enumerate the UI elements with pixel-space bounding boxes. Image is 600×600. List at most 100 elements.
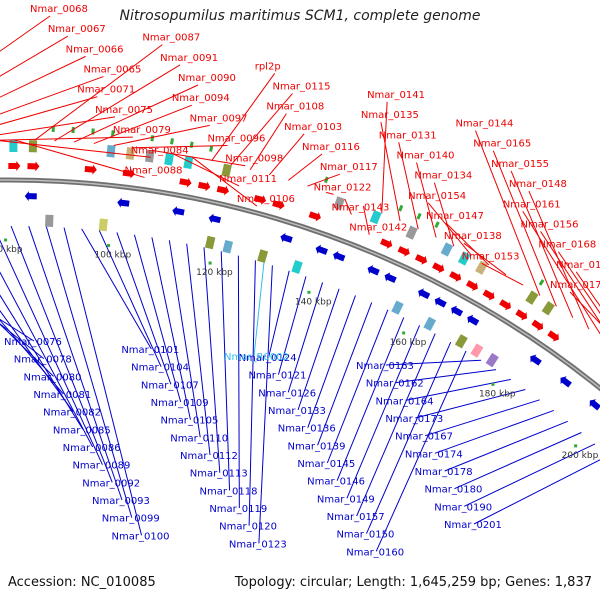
genome-stats-text: Topology: circular; Length: 1,645,259 bp… xyxy=(234,575,592,590)
gene-leader-line xyxy=(237,255,240,509)
gene-label: Nmar_0103 xyxy=(284,122,342,133)
function-block xyxy=(257,249,269,264)
function-block xyxy=(9,139,18,153)
reverse-gene-arrow xyxy=(208,213,222,224)
gene-leader-line xyxy=(10,225,113,483)
gene-label: Nmar_0116 xyxy=(302,142,360,153)
reverse-gene-arrow xyxy=(467,314,480,326)
gene-leader-line xyxy=(444,420,568,472)
gene-label: Nmar_0155 xyxy=(491,159,549,170)
gene-leader-line xyxy=(464,443,596,507)
reverse-gene-arrow xyxy=(560,376,572,388)
gene-leader-line xyxy=(307,173,340,187)
gene-label: Nmar_0081 xyxy=(33,390,91,401)
gene-leader-line xyxy=(113,124,210,146)
gene-leader-line xyxy=(172,153,240,187)
gene-leader-line xyxy=(336,317,405,481)
gene-leader-line xyxy=(0,55,86,98)
gene-leader-line xyxy=(133,234,182,403)
forward-gene-arrow xyxy=(449,271,462,282)
function-block xyxy=(98,218,108,232)
reverse-gene-arrow xyxy=(418,288,431,300)
gene-label: Nmar_0136 xyxy=(278,424,336,435)
gene-label: Nmar_0099 xyxy=(102,514,160,525)
reverse-gene-arrow xyxy=(24,191,37,202)
tick-marker xyxy=(208,261,212,265)
gene-label: rpl2p xyxy=(255,61,281,72)
gene-label: Nmar_0147 xyxy=(426,211,484,222)
gene-label: Nmar_0167 xyxy=(395,432,453,443)
gene-label: Nmar_0172 xyxy=(550,280,600,291)
gene-label: Nmar_0141 xyxy=(367,90,425,101)
gene-label: Nmar_0085 xyxy=(53,425,111,436)
gene-label: Nmar_0104 xyxy=(131,363,189,374)
gene-leader-line xyxy=(133,145,228,149)
gene-leader-line xyxy=(481,262,524,286)
gene-label: Nmar_0096 xyxy=(207,134,265,145)
gene-leader-line xyxy=(463,242,507,276)
gene-leader-line xyxy=(557,251,600,314)
forward-gene-arrow xyxy=(27,161,40,172)
gene-leader-line xyxy=(220,251,231,491)
function-block xyxy=(369,210,382,225)
gene-leader-line xyxy=(297,288,340,411)
gene-leader-line xyxy=(0,96,98,125)
gene-leader-line xyxy=(575,271,600,307)
gene-leader-line xyxy=(0,323,54,377)
gene-leader-line xyxy=(356,333,436,517)
marker-dot xyxy=(111,130,115,137)
function-block xyxy=(457,251,471,266)
gene-leader-line xyxy=(268,133,305,176)
gene-label: Nmar_0190 xyxy=(434,502,492,513)
function-block xyxy=(106,144,116,158)
gene-label: Nmar_0135 xyxy=(361,110,419,121)
function-block xyxy=(291,260,303,274)
tick-marker xyxy=(307,290,311,294)
forward-gene-arrow xyxy=(531,319,544,331)
reverse-gene-arrow xyxy=(384,272,397,283)
gene-leader-line xyxy=(344,198,352,215)
marker-dot xyxy=(416,212,422,220)
function-block xyxy=(541,301,555,316)
gene-label: Nmar_0144 xyxy=(455,119,513,130)
gene-label: Nmar_0078 xyxy=(14,355,72,366)
gene-label: Nmar_0126 xyxy=(258,388,316,399)
gene-label: Nmar_0145 xyxy=(297,459,355,470)
gene-leader-line xyxy=(0,318,35,342)
gene-label: Nmar_0097 xyxy=(190,113,248,124)
gene-leader-line xyxy=(0,310,74,412)
forward-gene-arrow xyxy=(414,254,428,265)
gene-leader-line xyxy=(288,153,323,181)
forward-gene-arrow xyxy=(84,164,97,175)
gene-leader-line xyxy=(433,182,455,247)
gene-label: Nmar_0178 xyxy=(415,467,473,478)
forward-gene-arrow xyxy=(179,177,192,188)
gene-label: Nmar_0142 xyxy=(349,223,407,234)
gene-leader-line xyxy=(151,237,191,420)
gene-label: Nmar_0067 xyxy=(48,24,106,35)
gene-label: Nmar_0165 xyxy=(473,139,531,150)
scale-tick-label: 140 kbp xyxy=(295,297,332,307)
scale-tick-label: 120 kbp xyxy=(196,268,233,278)
gene-leader-line xyxy=(287,282,324,393)
reverse-gene-arrow xyxy=(280,232,293,243)
gene-label: Nmar_0090 xyxy=(178,73,236,84)
gene-label: Nmar_0139 xyxy=(288,441,346,452)
forward-gene-arrow xyxy=(272,200,285,210)
gene-label: Nmar_0149 xyxy=(317,494,375,505)
gene-leader-line xyxy=(510,170,574,318)
forward-gene-arrow xyxy=(197,181,211,192)
gene-label: Nmar_0065 xyxy=(83,65,141,76)
marker-dot xyxy=(538,279,545,286)
gene-leader-line xyxy=(34,44,163,141)
forward-gene-arrow xyxy=(8,161,21,172)
gene-leader-line xyxy=(249,113,287,171)
gene-leader-line xyxy=(230,93,293,166)
forward-gene-arrow xyxy=(308,211,321,222)
gene-label: Nmar_0153 xyxy=(462,251,520,262)
reverse-gene-arrow xyxy=(434,296,447,308)
forward-gene-arrow xyxy=(122,168,135,179)
gene-label: Nmar_0150 xyxy=(336,530,394,541)
marker-dot xyxy=(170,138,174,145)
reverse-gene-arrow xyxy=(117,197,130,208)
